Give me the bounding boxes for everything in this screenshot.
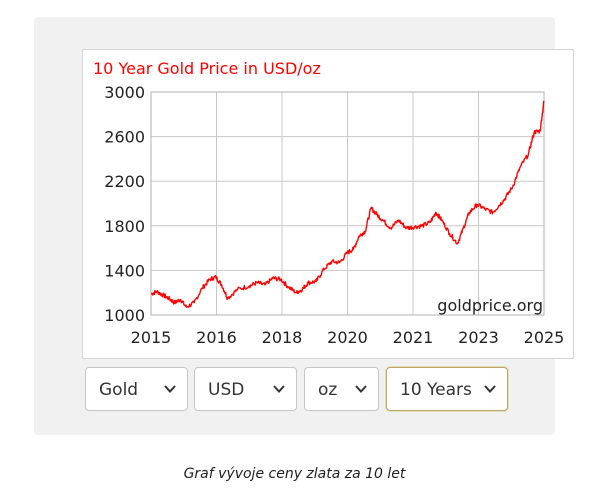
x-tick-label: 2021 xyxy=(393,328,434,347)
x-tick-label: 2018 xyxy=(262,328,303,347)
y-tick-label: 3000 xyxy=(104,83,145,102)
chart-title: 10 Year Gold Price in USD/oz xyxy=(93,59,321,78)
chevron-down-icon xyxy=(484,385,496,393)
chart-frame: 1000 1400 1800 2200 2600 3000 2015 2016 2018 2020… xyxy=(82,49,574,359)
y-tick-label: 1400 xyxy=(104,261,145,280)
currency-select[interactable]: USD xyxy=(194,367,297,411)
currency-select-value: USD xyxy=(208,380,245,400)
x-tick-label: 2025 xyxy=(524,328,565,347)
y-tick-label: 1800 xyxy=(104,217,145,236)
y-tick-label: 2600 xyxy=(104,128,145,147)
gold-price-line xyxy=(150,100,545,308)
chevron-down-icon xyxy=(273,385,285,393)
x-tick-label: 2015 xyxy=(131,328,172,347)
axes: 1000 1400 1800 2200 2600 3000 2015 2016 2018 2020… xyxy=(104,83,564,347)
chart-panel: 1000 1400 1800 2200 2600 3000 2015 2016 2018 2020… xyxy=(34,17,574,435)
plot-area xyxy=(150,91,545,316)
y-tick-label: 2200 xyxy=(104,172,145,191)
grid xyxy=(150,91,545,316)
x-tick-label: 2023 xyxy=(458,328,499,347)
chevron-down-icon xyxy=(355,385,367,393)
period-select-value: 10 Years xyxy=(400,380,472,400)
metal-select[interactable]: Gold xyxy=(85,367,188,411)
gold-price-chart: 1000 1400 1800 2200 2600 3000 2015 2016 2018 2020… xyxy=(93,59,564,347)
series-layer xyxy=(150,100,545,308)
period-select[interactable]: 10 Years xyxy=(386,367,508,411)
metal-select-value: Gold xyxy=(99,380,139,400)
chart-caption: Graf vývoje ceny zlata za 10 let xyxy=(183,466,406,482)
unit-select-value: oz xyxy=(318,380,338,400)
x-tick-label: 2016 xyxy=(196,328,237,347)
x-tick-label: 2020 xyxy=(327,328,368,347)
y-tick-label: 1000 xyxy=(104,306,145,325)
watermark: goldprice.org xyxy=(437,296,543,315)
unit-select[interactable]: oz xyxy=(304,367,379,411)
chevron-down-icon xyxy=(164,385,176,393)
